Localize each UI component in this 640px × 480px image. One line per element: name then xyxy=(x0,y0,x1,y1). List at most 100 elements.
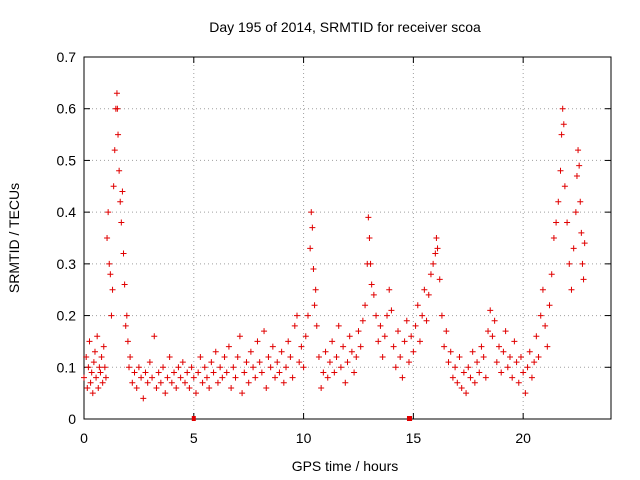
data-point xyxy=(496,343,503,350)
data-point xyxy=(261,328,268,335)
data-point xyxy=(384,312,391,319)
data-point xyxy=(577,198,584,205)
data-point xyxy=(555,198,562,205)
data-point xyxy=(142,369,149,376)
data-point xyxy=(100,343,107,350)
data-point xyxy=(247,348,254,355)
y-tick-label: 0.6 xyxy=(57,101,77,117)
data-point xyxy=(95,384,102,391)
data-point xyxy=(276,369,283,376)
data-point xyxy=(173,384,180,391)
data-point xyxy=(329,338,336,345)
data-point xyxy=(568,286,575,293)
data-point xyxy=(87,379,94,386)
data-point xyxy=(274,359,281,366)
chart-title: Day 195 of 2014, SRMTID for receiver sco… xyxy=(209,19,481,35)
data-point xyxy=(522,390,529,397)
data-point xyxy=(438,312,445,319)
data-point xyxy=(168,379,175,386)
data-point xyxy=(243,359,250,366)
data-point xyxy=(245,379,252,386)
data-point xyxy=(160,364,167,371)
data-point xyxy=(280,379,287,386)
data-point xyxy=(201,364,208,371)
data-point xyxy=(153,384,160,391)
data-point xyxy=(324,374,331,381)
data-point xyxy=(289,374,296,381)
data-point xyxy=(157,379,164,386)
x-tick-label: 5 xyxy=(190,430,198,446)
data-point xyxy=(179,359,186,366)
data-point xyxy=(278,348,285,355)
data-point xyxy=(333,353,340,360)
data-point xyxy=(83,353,90,360)
data-point xyxy=(110,183,117,190)
data-point xyxy=(228,384,235,391)
data-point xyxy=(399,374,406,381)
y-tick-labels: 0 0.1 0.2 0.3 0.4 0.5 0.6 0.7 xyxy=(57,49,77,427)
data-point xyxy=(126,364,133,371)
data-point xyxy=(373,312,380,319)
data-point xyxy=(412,322,419,329)
data-point xyxy=(221,353,228,360)
data-point xyxy=(433,235,440,241)
data-point xyxy=(106,260,113,267)
data-point xyxy=(395,328,402,335)
data-point xyxy=(252,374,259,381)
data-point xyxy=(109,286,116,293)
data-point xyxy=(578,229,585,236)
data-point xyxy=(122,322,129,329)
data-point xyxy=(309,224,316,231)
data-point xyxy=(230,364,237,371)
data-point xyxy=(416,338,423,345)
data-point xyxy=(531,359,538,366)
data-point xyxy=(84,384,91,391)
data-point xyxy=(509,374,516,381)
y-axis-label: SRMTID / TECUs xyxy=(6,183,22,293)
data-point xyxy=(357,343,364,350)
data-point xyxy=(550,235,557,241)
data-point xyxy=(344,359,351,366)
data-point xyxy=(98,353,105,360)
data-point xyxy=(581,240,588,247)
data-point xyxy=(441,343,448,350)
data-point xyxy=(285,338,292,345)
data-point xyxy=(104,235,111,241)
data-point xyxy=(355,328,362,335)
data-point xyxy=(573,172,580,179)
data-point xyxy=(94,333,101,340)
data-point xyxy=(272,374,279,381)
data-point xyxy=(478,343,485,350)
data-point xyxy=(403,317,410,324)
data-point xyxy=(300,364,307,371)
data-point xyxy=(559,105,566,112)
data-point xyxy=(115,131,122,138)
data-point xyxy=(493,359,500,366)
data-point xyxy=(114,105,121,112)
zero-value-marker xyxy=(191,416,196,421)
data-point xyxy=(239,390,246,397)
data-point xyxy=(120,250,127,257)
data-point xyxy=(186,384,193,391)
data-point xyxy=(304,312,311,319)
data-point xyxy=(557,167,564,174)
data-point xyxy=(107,271,114,278)
data-point xyxy=(337,364,344,371)
data-point xyxy=(504,364,511,371)
data-point xyxy=(111,147,118,154)
data-point xyxy=(443,328,450,335)
data-point xyxy=(97,369,104,376)
data-point xyxy=(570,245,577,252)
x-tick-labels: 0 5 10 15 20 xyxy=(80,430,531,446)
data-point xyxy=(312,286,319,293)
data-point xyxy=(223,369,230,376)
data-point xyxy=(127,353,134,360)
data-point xyxy=(269,343,276,350)
y-tick-label: 0.1 xyxy=(57,359,77,375)
data-point xyxy=(381,333,388,340)
data-point xyxy=(184,369,191,376)
data-point xyxy=(500,348,507,355)
data-point xyxy=(81,374,87,381)
data-point xyxy=(397,353,404,360)
